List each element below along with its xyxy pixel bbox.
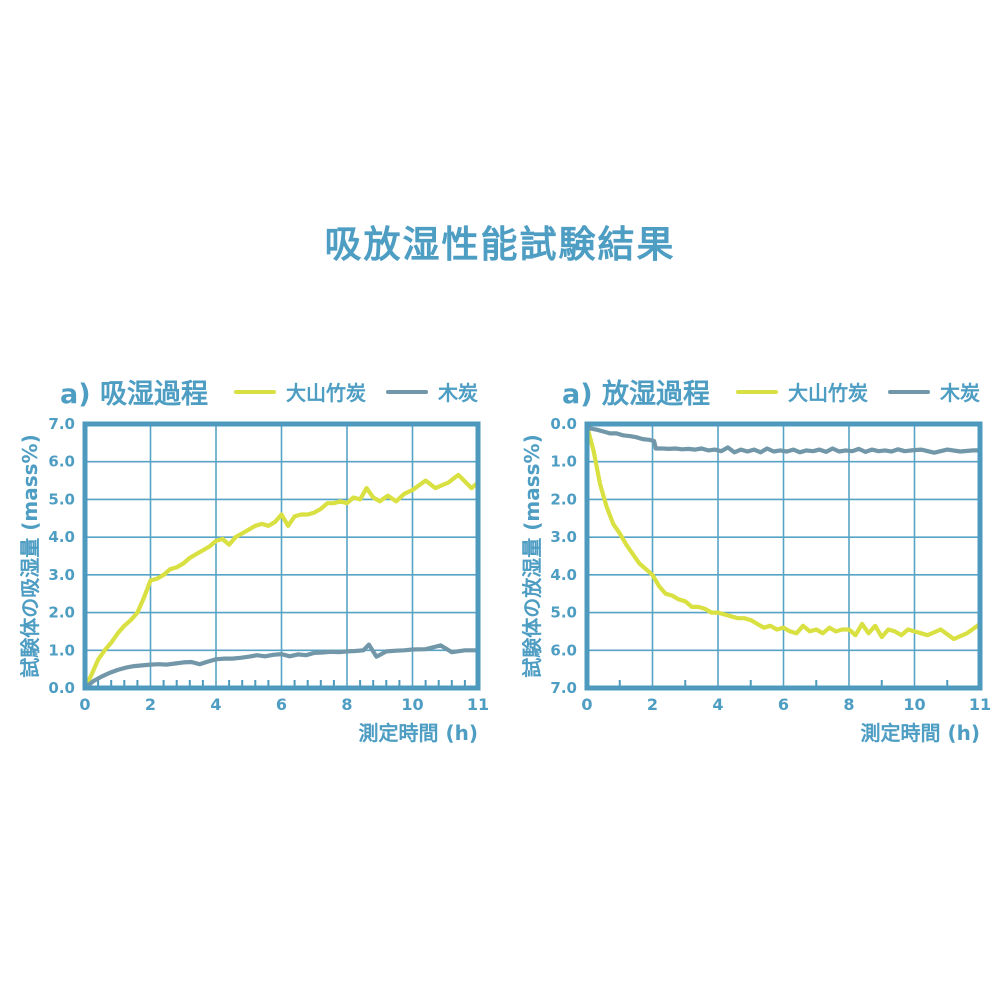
svg-text:6: 6 [276,695,287,714]
legend-line-wood-charcoal-icon [888,389,930,394]
svg-text:7.0: 7.0 [550,679,577,697]
desorption-chart-section: a) 放湿過程 大山竹炭 木炭 0.0 1.0 2.0 3.0 4.0 5.0 6.0 7.0… [522,366,1000,750]
legend-label-bamboo-charcoal: 大山竹炭 [286,381,366,405]
legend-label-wood-charcoal: 木炭 [438,381,478,405]
svg-text:5.0: 5.0 [550,604,577,622]
svg-text:4: 4 [712,695,723,714]
svg-text:6.0: 6.0 [48,453,75,471]
absorption-chart-title: a) 吸湿過程 [60,379,208,411]
desorption-chart-title: a) 放湿過程 [562,379,710,411]
legend-line-bamboo-charcoal-icon [234,389,276,394]
svg-text:1.0: 1.0 [48,641,75,659]
svg-text:0: 0 [79,695,90,714]
svg-text:11: 11 [969,695,991,714]
svg-text:11: 11 [467,695,489,714]
desorption-chart-header: a) 放湿過程 大山竹炭 木炭 [522,366,1000,410]
svg-text:8: 8 [843,695,854,714]
svg-text:2: 2 [647,695,658,714]
svg-text:2: 2 [145,695,156,714]
svg-text:試験体の放湿量 (mass%): 試験体の放湿量 (mass%) [522,434,544,677]
svg-text:0: 0 [581,695,592,714]
desorption-chart-plot: 0.0 1.0 2.0 3.0 4.0 5.0 6.0 7.00 2 4 6 8 10 11 試験体の放湿量… [522,415,991,745]
svg-text:試験体の吸湿量 (mass%): 試験体の吸湿量 (mass%) [20,434,42,677]
svg-text:1.0: 1.0 [550,453,577,471]
svg-text:8: 8 [341,695,352,714]
svg-text:0.0: 0.0 [48,679,75,697]
svg-text:2.0: 2.0 [48,604,75,622]
svg-text:6.0: 6.0 [550,641,577,659]
absorption-chart-section: a) 吸湿過程 大山竹炭 木炭 7.0 6.0 5.0 4.0 3.0 2.0 1.0 0.0… [20,366,500,750]
svg-text:4.0: 4.0 [48,528,75,546]
absorption-chart-plot: 7.0 6.0 5.0 4.0 3.0 2.0 1.0 0.00 2 4 6 8 10 11 試験体の吸湿量… [20,415,489,745]
svg-text:4: 4 [210,695,221,714]
svg-text:3.0: 3.0 [48,566,75,584]
svg-text:3.0: 3.0 [550,528,577,546]
absorption-chart-header: a) 吸湿過程 大山竹炭 木炭 [20,366,500,410]
svg-text:2.0: 2.0 [550,490,577,508]
svg-text:測定時間 (h): 測定時間 (h) [359,721,478,745]
legend-label-bamboo-charcoal: 大山竹炭 [788,381,868,405]
svg-text:4.0: 4.0 [550,566,577,584]
svg-text:10: 10 [903,695,925,714]
svg-text:5.0: 5.0 [48,490,75,508]
page-title: 吸放湿性能試験結果 [324,223,676,266]
svg-text:0.0: 0.0 [550,415,577,433]
legend-label-wood-charcoal: 木炭 [940,381,980,405]
legend-line-bamboo-charcoal-icon [736,389,778,394]
desorption-chart-legend: 大山竹炭 木炭 [736,377,980,406]
svg-text:10: 10 [401,695,423,714]
svg-text:6: 6 [778,695,789,714]
absorption-chart-legend: 大山竹炭 木炭 [234,377,478,406]
svg-text:7.0: 7.0 [48,415,75,433]
legend-line-wood-charcoal-icon [386,389,428,394]
svg-text:測定時間 (h): 測定時間 (h) [861,721,980,745]
